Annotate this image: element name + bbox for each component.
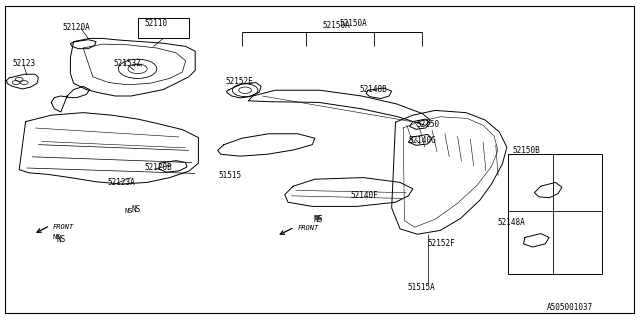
Text: 52153Z: 52153Z [114,60,141,68]
Text: 52120B: 52120B [144,164,172,172]
Bar [508,154,602,274]
Text: 51515: 51515 [219,172,242,180]
Text: 52150A: 52150A [322,21,350,30]
Text: A505001037: A505001037 [547,303,593,312]
Text: 52150A: 52150A [339,20,367,28]
Text: 52140G: 52140G [408,136,436,145]
Text: 52123A: 52123A [108,178,135,187]
Text: 52150B: 52150B [512,146,540,155]
Text: 51515A: 51515A [407,284,435,292]
Text: NS: NS [315,215,323,221]
Text: 52123: 52123 [13,60,36,68]
Text: NS: NS [131,205,140,214]
Bar [138,18,189,38]
Text: 52120A: 52120A [63,23,90,32]
Text: 52150: 52150 [416,120,439,129]
Text: NS: NS [52,235,61,240]
Text: FRONT: FRONT [52,224,74,229]
Text: NS: NS [56,236,65,244]
Text: FRONT: FRONT [298,225,319,231]
Text: NS: NS [314,215,323,224]
Text: 52152E: 52152E [225,77,253,86]
Text: NS: NS [125,208,133,213]
Text: 52148B: 52148B [360,85,387,94]
Text: 52110: 52110 [144,20,167,28]
Text: 52148A: 52148A [498,218,525,227]
Text: 52152F: 52152F [428,239,455,248]
Text: 52140F: 52140F [351,191,378,200]
